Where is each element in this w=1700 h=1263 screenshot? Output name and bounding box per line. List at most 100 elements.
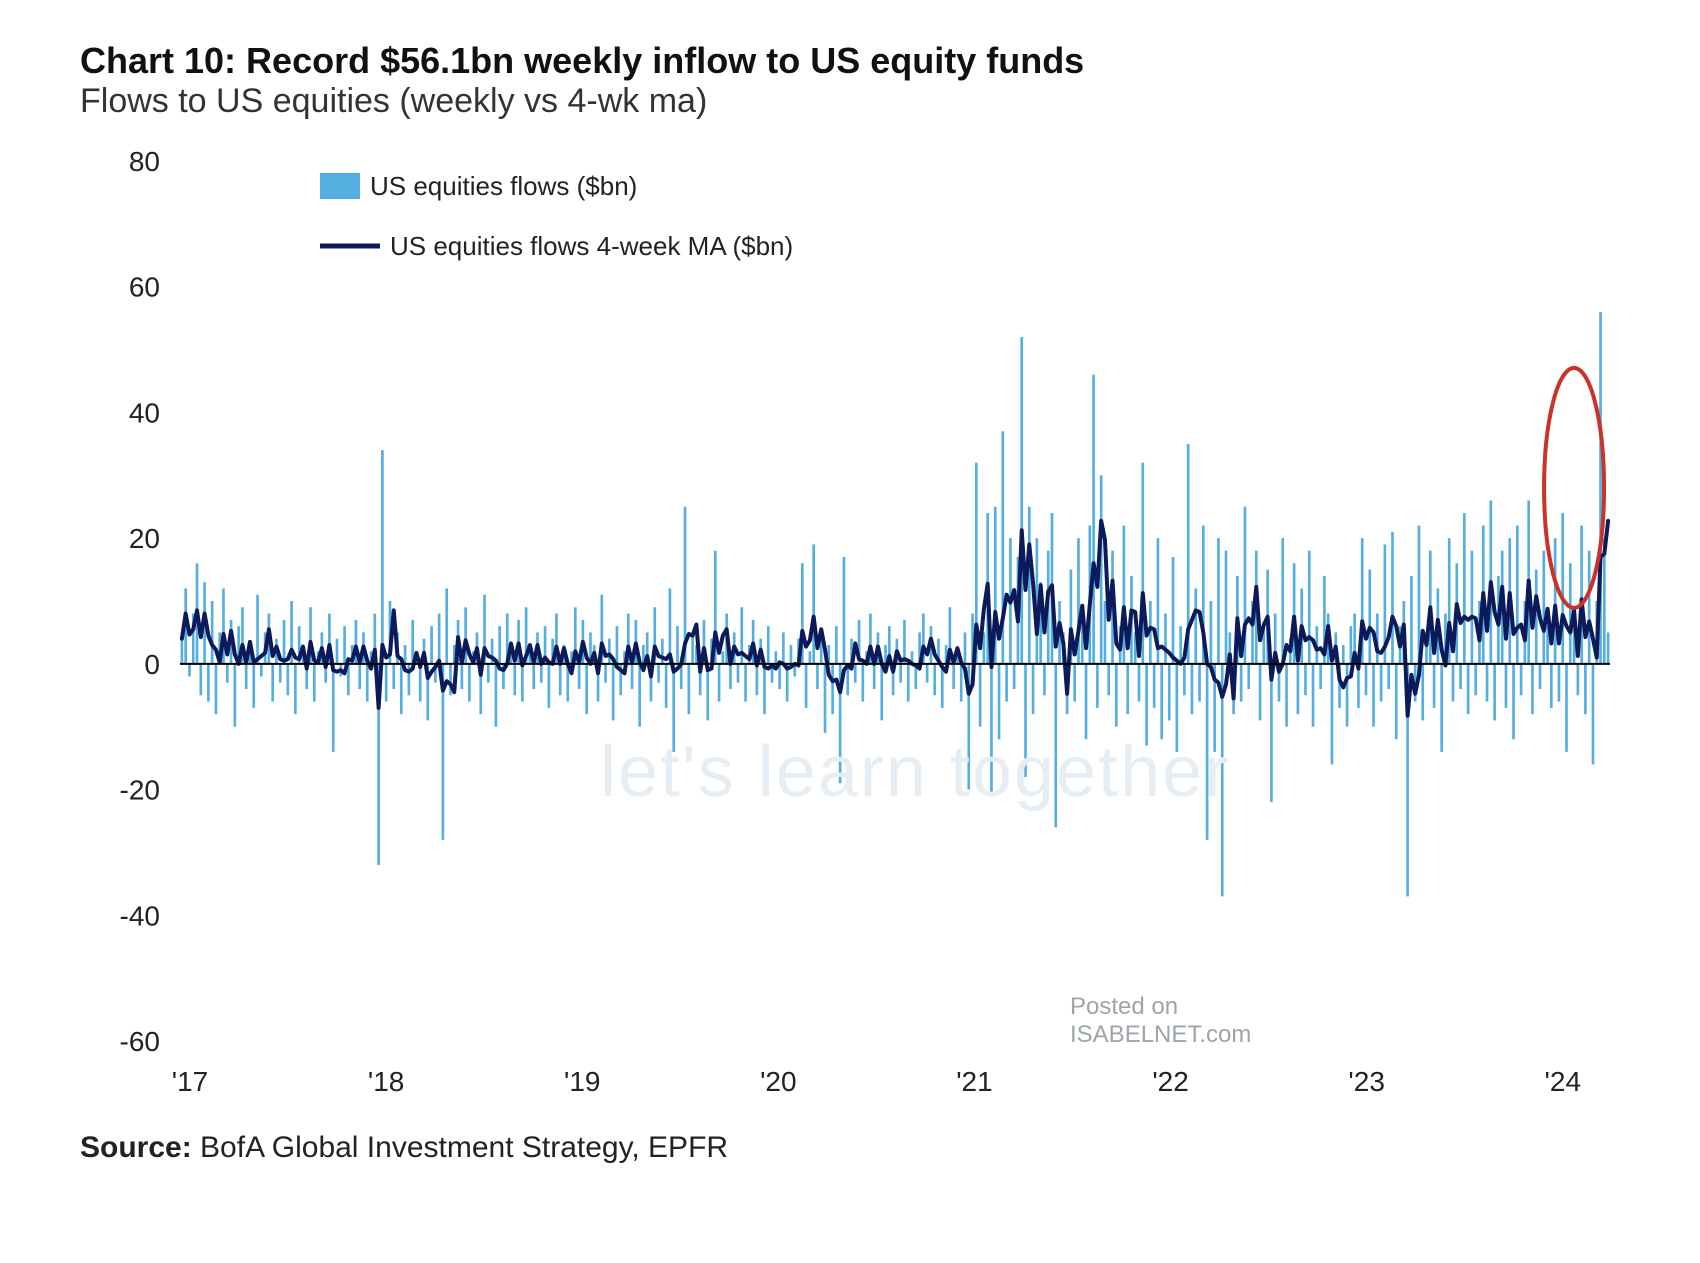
bar bbox=[1183, 664, 1186, 695]
bar bbox=[1172, 557, 1175, 664]
bar bbox=[616, 626, 619, 664]
bar bbox=[521, 664, 524, 702]
bar bbox=[1217, 538, 1220, 664]
bar bbox=[1592, 664, 1595, 765]
bar bbox=[585, 664, 588, 714]
bar bbox=[604, 664, 607, 683]
bar bbox=[487, 664, 490, 683]
bar bbox=[1145, 664, 1148, 746]
bar bbox=[1440, 664, 1443, 752]
bar bbox=[657, 664, 660, 683]
bar bbox=[1584, 664, 1587, 714]
bar bbox=[1387, 664, 1390, 689]
x-tick-label: '19 bbox=[564, 1066, 601, 1097]
bar bbox=[279, 664, 282, 683]
bar bbox=[1054, 664, 1057, 827]
x-tick-label: '18 bbox=[368, 1066, 405, 1097]
bar bbox=[1346, 664, 1349, 727]
bar bbox=[1168, 664, 1171, 721]
bar bbox=[1539, 664, 1542, 689]
bar bbox=[763, 664, 766, 714]
bar bbox=[1247, 664, 1250, 689]
bar bbox=[1569, 563, 1572, 664]
bar bbox=[1607, 632, 1610, 663]
legend-bar-label: US equities flows ($bn) bbox=[370, 171, 637, 201]
bar bbox=[245, 664, 248, 689]
bar bbox=[336, 639, 339, 664]
bar bbox=[438, 614, 441, 664]
bar bbox=[676, 626, 679, 664]
posted-on-label: Posted on bbox=[1070, 993, 1178, 1020]
bar bbox=[1512, 664, 1515, 739]
bar bbox=[1164, 614, 1167, 664]
bar bbox=[1391, 532, 1394, 664]
bar bbox=[1505, 664, 1508, 708]
bar bbox=[404, 645, 407, 664]
y-tick-label: -60 bbox=[120, 1026, 160, 1057]
bar bbox=[532, 664, 535, 689]
bar bbox=[1531, 664, 1534, 714]
bar bbox=[559, 664, 562, 695]
bar bbox=[907, 664, 910, 702]
bar bbox=[226, 664, 229, 683]
y-tick-label: 20 bbox=[129, 523, 160, 554]
bar bbox=[638, 664, 641, 727]
bar bbox=[498, 626, 501, 664]
bar bbox=[1395, 664, 1398, 739]
bar bbox=[548, 664, 551, 708]
bar bbox=[468, 664, 471, 702]
bar bbox=[782, 632, 785, 663]
bar bbox=[1380, 664, 1383, 702]
bar bbox=[358, 664, 361, 689]
bar bbox=[1308, 551, 1311, 664]
bar bbox=[286, 664, 289, 695]
bar bbox=[430, 626, 433, 664]
y-tick-label: -20 bbox=[120, 775, 160, 806]
source-text: BofA Global Investment Strategy, EPFR bbox=[192, 1131, 728, 1164]
y-tick-label: -40 bbox=[120, 900, 160, 931]
bar bbox=[1073, 664, 1076, 702]
bar bbox=[1304, 664, 1307, 695]
bar bbox=[392, 664, 395, 689]
x-tick-label: '20 bbox=[760, 1066, 797, 1097]
x-tick-label: '21 bbox=[956, 1066, 993, 1097]
bar bbox=[756, 664, 759, 695]
highlight-circle bbox=[1544, 368, 1604, 608]
bar bbox=[1474, 664, 1477, 695]
bar bbox=[1467, 664, 1470, 714]
bar bbox=[1210, 601, 1213, 664]
bar bbox=[1126, 664, 1129, 714]
bar bbox=[718, 664, 721, 702]
bar bbox=[1024, 664, 1027, 777]
bar bbox=[283, 620, 286, 664]
bar bbox=[1032, 664, 1035, 714]
bar bbox=[381, 450, 384, 664]
bar bbox=[1104, 601, 1107, 664]
bar bbox=[899, 664, 902, 683]
bar bbox=[952, 664, 955, 689]
x-tick-label: '23 bbox=[1348, 1066, 1385, 1097]
bar bbox=[1561, 513, 1564, 664]
bar bbox=[294, 664, 297, 714]
bar bbox=[1179, 626, 1182, 664]
bar bbox=[1588, 551, 1591, 664]
bar bbox=[1138, 664, 1141, 702]
bar bbox=[687, 664, 690, 714]
bar bbox=[1459, 664, 1462, 689]
bar bbox=[1516, 526, 1519, 664]
bar bbox=[1005, 664, 1008, 702]
bar bbox=[1493, 664, 1496, 721]
bar bbox=[445, 588, 448, 663]
bar bbox=[366, 664, 369, 702]
bar bbox=[540, 664, 543, 683]
ma-line bbox=[182, 521, 1608, 716]
bar bbox=[578, 664, 581, 689]
bar bbox=[419, 664, 422, 702]
y-tick-label: 80 bbox=[129, 151, 160, 177]
bar bbox=[1554, 538, 1557, 664]
bar bbox=[1452, 664, 1455, 702]
bar bbox=[964, 632, 967, 663]
bar bbox=[631, 664, 634, 689]
bar bbox=[1312, 664, 1315, 727]
bar bbox=[271, 664, 274, 702]
